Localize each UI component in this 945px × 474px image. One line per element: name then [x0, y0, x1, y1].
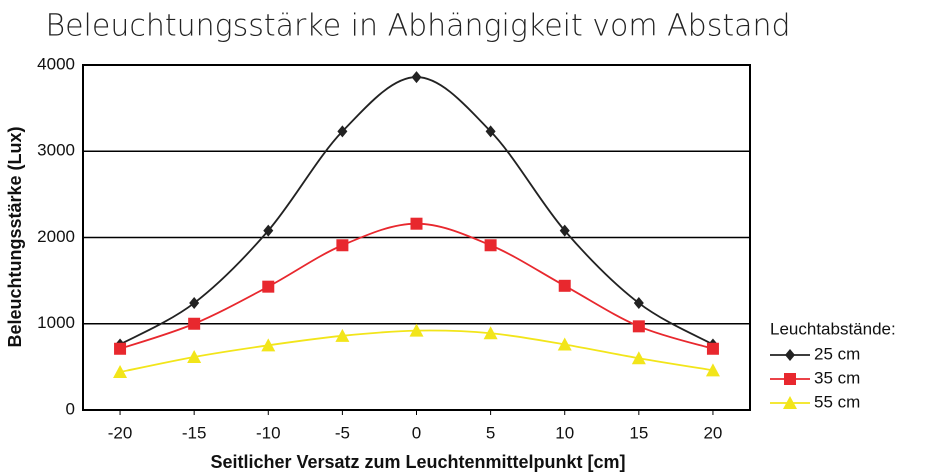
legend-marker	[785, 349, 795, 361]
data-point	[411, 71, 422, 84]
data-point	[633, 297, 644, 310]
x-tick-label: 15	[629, 423, 648, 442]
data-point	[335, 328, 350, 342]
data-point	[632, 320, 645, 333]
legend-title: Leuchtabstände:	[770, 319, 896, 338]
chart-title: Beleuchtungsstärke in Abhängigkeit vom A…	[45, 9, 790, 44]
legend-label: 35 cm	[814, 368, 860, 387]
data-point	[484, 239, 497, 252]
series-line	[119, 76, 714, 346]
data-point	[188, 317, 201, 330]
plot-border	[82, 64, 751, 411]
x-tick-label: 10	[555, 423, 574, 442]
y-tick-label: 1000	[37, 313, 75, 332]
data-point	[706, 342, 719, 355]
x-tick-label: 0	[412, 423, 421, 442]
data-point	[113, 365, 128, 379]
y-tick-label: 2000	[37, 227, 75, 246]
y-axis-label: Beleuchtungsstärke (Lux)	[5, 126, 25, 347]
y-tick-label: 3000	[37, 141, 75, 160]
data-point	[410, 217, 423, 230]
data-point	[337, 125, 348, 138]
x-tick-label: 20	[703, 423, 722, 442]
x-tick-label: -5	[335, 423, 350, 442]
legend-label: 55 cm	[814, 392, 860, 411]
x-tick-label: 5	[486, 423, 495, 442]
data-point	[705, 363, 720, 377]
y-tick-label: 4000	[37, 54, 75, 73]
legend-marker	[783, 396, 797, 409]
data-point	[189, 297, 200, 310]
data-point	[262, 280, 275, 293]
data-point	[557, 337, 572, 351]
data-point	[559, 224, 570, 237]
data-point	[263, 224, 274, 237]
legend-label: 25 cm	[814, 344, 860, 363]
data-point	[483, 326, 498, 340]
data-point	[409, 323, 424, 337]
x-axis-label: Seitlicher Versatz zum Leuchtenmittelpun…	[210, 452, 625, 472]
data-point	[336, 239, 349, 252]
series-line	[119, 329, 714, 373]
data-point	[631, 351, 646, 365]
x-tick-label: -10	[256, 423, 281, 442]
data-point	[485, 125, 496, 138]
data-point	[187, 349, 202, 363]
data-point	[114, 342, 127, 355]
y-tick-label: 0	[66, 399, 75, 418]
x-tick-label: -20	[108, 423, 133, 442]
x-tick-label: -15	[182, 423, 207, 442]
data-point	[261, 338, 276, 352]
data-point	[558, 279, 571, 292]
legend-marker	[784, 373, 796, 385]
